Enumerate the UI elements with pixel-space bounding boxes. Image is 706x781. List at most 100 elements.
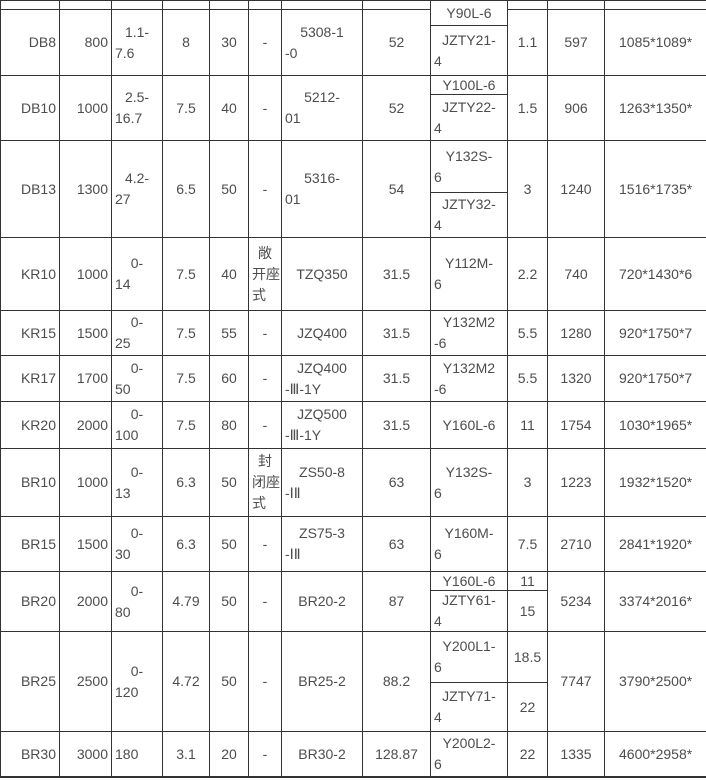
cell-line: 6.5	[176, 180, 196, 197]
cell-line: 80	[221, 416, 237, 433]
cell-value: 6.3	[163, 517, 210, 572]
cell-line: 2.2	[517, 265, 538, 282]
cell-line: -0	[285, 44, 298, 61]
cell-motor-model: Y160M- 6	[431, 517, 508, 572]
cell-line: 4	[434, 709, 442, 725]
cell-line: JZTY21-	[442, 31, 496, 48]
cell-value: 60	[210, 356, 249, 402]
cell-line: -	[262, 535, 268, 552]
cell-line: 3790*2500*	[619, 673, 693, 689]
cell-line: KR10	[20, 265, 56, 282]
cell-line: KR15	[20, 324, 56, 341]
cell-line: 27	[115, 191, 131, 207]
cell-line: KR20	[20, 416, 56, 433]
cell-line: 2.5-	[124, 89, 150, 105]
cell-empty	[282, 1, 363, 10]
cell-motor-model: JZTY22- 4	[431, 95, 508, 141]
cell-mount-type: -	[249, 517, 282, 572]
cell-value: 80	[210, 402, 249, 449]
cell-drive-model: BR30-2	[282, 732, 363, 778]
cell-value: 52	[363, 10, 431, 76]
cell-line: BR20-2	[298, 593, 346, 609]
cell-empty	[112, 1, 163, 10]
cell-line: 01	[285, 191, 301, 207]
cell-line: 0-	[130, 255, 144, 271]
cell-power: 7.5	[508, 517, 548, 572]
cell-value: 31.5	[363, 238, 431, 311]
cell-weight: 1754	[548, 402, 605, 449]
cell-range: 0- 120	[112, 632, 163, 732]
cell-line: ZS75-3	[299, 525, 345, 541]
cell-line: 50	[221, 673, 237, 689]
cell-model: DB10	[1, 76, 60, 141]
cell-line: 2500	[76, 673, 108, 689]
cell-line: 1300	[76, 180, 108, 197]
cell-range: 0- 50	[112, 356, 163, 402]
cell-line: 2710	[560, 535, 592, 552]
cell-line: -ⅠⅡ	[285, 546, 301, 562]
cell-line: 6	[434, 546, 442, 562]
cell-capacity: 3000	[60, 732, 112, 778]
cell-line: Y200L1-	[442, 638, 496, 654]
cell-line: 920*1750*7	[619, 324, 693, 341]
cell-empty	[163, 1, 210, 10]
cell-drive-model: JZQ400 -Ⅲ-1Y	[282, 356, 363, 402]
cell-line: 50	[221, 535, 237, 552]
cell-range: 0- 80	[112, 572, 163, 632]
cell-mount-type: -	[249, 311, 282, 356]
cell-line: -Ⅲ-1Y	[285, 427, 322, 443]
cell-power: 1.5	[508, 76, 548, 141]
cell-line: 40	[221, 265, 237, 282]
cell-line: Y160L-6	[442, 572, 496, 589]
cell-motor-model: Y132S- 6	[431, 141, 508, 193]
cell-line: 6.3	[176, 474, 196, 490]
cell-line: 3374*2016*	[619, 593, 693, 609]
cell-range: 0- 14	[112, 238, 163, 311]
cell-value: 30	[210, 10, 249, 76]
cell-drive-model: 5308-1 -0	[282, 10, 363, 76]
cell-line: 式	[252, 495, 266, 511]
cell-power: 2.2	[508, 238, 548, 311]
cell-model: KR10	[1, 238, 60, 311]
cell-line: 906	[564, 99, 588, 116]
cell-line: Y132S-	[445, 463, 493, 480]
cell-range: 0- 30	[112, 517, 163, 572]
cell-line: 40	[221, 99, 237, 116]
cell-line: 封	[258, 453, 272, 469]
cell-line: 7.5	[176, 324, 196, 341]
cell-value: 3.1	[163, 732, 210, 778]
cell-line: -6	[434, 380, 447, 397]
cell-mount-type: -	[249, 76, 282, 141]
cell-motor-model: Y132M2 -6	[431, 356, 508, 402]
cell-value: 6.3	[163, 449, 210, 517]
cell-weight: 906	[548, 76, 605, 141]
cell-line: 13	[115, 484, 131, 501]
cell-capacity: 800	[60, 10, 112, 76]
cell-line: 87	[388, 593, 405, 609]
cell-line: 180	[115, 745, 139, 762]
cell-line: 4	[434, 52, 442, 69]
cell-line: 6	[434, 484, 442, 501]
cell-line: DB10	[20, 99, 56, 116]
cell-line: 1700	[76, 370, 108, 386]
cell-power: 18.5	[508, 632, 548, 683]
cell-mount-type: -	[249, 402, 282, 449]
cell-line: -	[262, 370, 268, 386]
cell-line: JZTY22-	[442, 98, 496, 115]
cell-line: -	[262, 416, 268, 433]
cell-line: 60	[221, 370, 237, 386]
cell-weight: 1223	[548, 449, 605, 517]
cell-line: 1030*1965*	[619, 416, 693, 433]
cell-drive-model: TZQ350	[282, 238, 363, 311]
cell-line: JZTY32-	[442, 196, 496, 212]
cell-line: -	[262, 34, 268, 50]
cell-line: 7.5	[517, 535, 538, 552]
cell-value: 31.5	[363, 402, 431, 449]
cell-capacity: 1000	[60, 238, 112, 311]
cell-line: BR20	[20, 593, 56, 609]
cell-line: 11	[520, 572, 535, 589]
cell-line: -6	[434, 335, 447, 351]
cell-mount-type: -	[249, 10, 282, 76]
cell-line: DB8	[28, 34, 56, 50]
cell-power: 5.5	[508, 356, 548, 402]
